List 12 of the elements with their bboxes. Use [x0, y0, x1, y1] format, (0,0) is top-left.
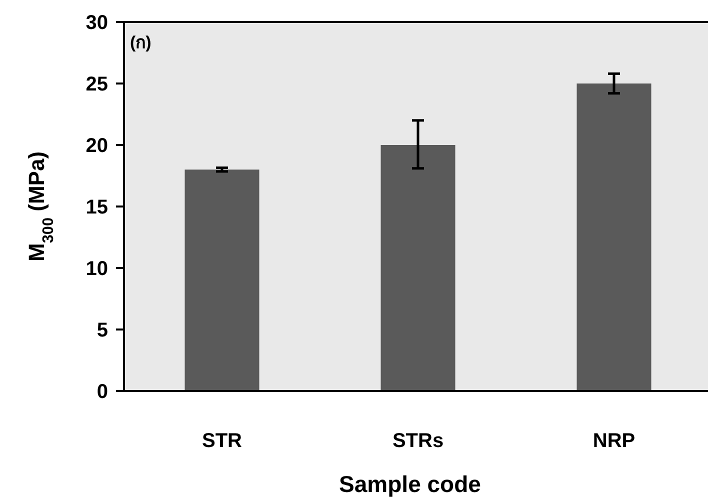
y-tick-label: 15: [86, 196, 108, 218]
annotation: (ก): [130, 33, 152, 52]
x-axis-title: Sample code: [339, 471, 481, 497]
x-tick-label: NRP: [592, 430, 636, 452]
y-tick-label: 30: [86, 12, 108, 34]
x-tick-label: STR: [202, 430, 243, 452]
y-tick-label: 10: [86, 258, 108, 280]
x-tick-label: STRs: [392, 430, 444, 452]
y-tick-label: 20: [86, 135, 108, 157]
y-tick-label: 25: [86, 74, 108, 96]
y-tick-label: 0: [96, 381, 108, 403]
y-tick-label: 5: [96, 320, 108, 342]
